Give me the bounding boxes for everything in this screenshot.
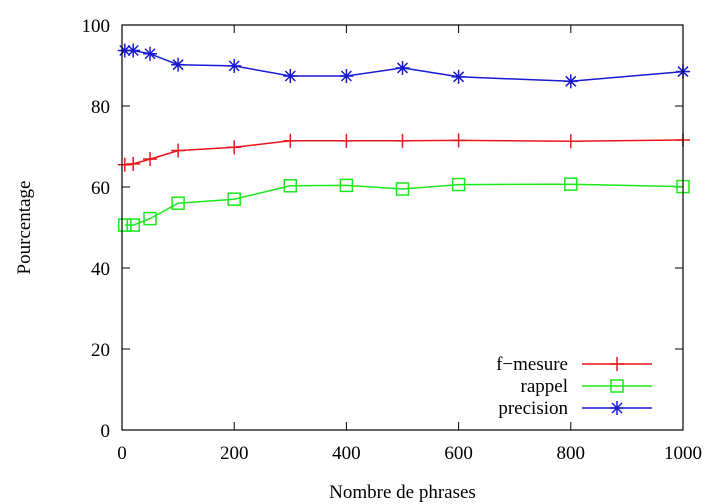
y-tick-label: 0 xyxy=(101,421,111,442)
data-point xyxy=(563,74,578,89)
data-point xyxy=(451,177,466,192)
data-point xyxy=(171,57,186,72)
x-tick-label: 0 xyxy=(117,443,127,464)
data-point xyxy=(126,218,140,232)
legend-entry: rappel xyxy=(521,376,652,397)
legend-marker xyxy=(610,357,624,371)
data-point xyxy=(563,134,578,149)
data-point xyxy=(283,133,298,148)
y-tick-label: 80 xyxy=(91,97,110,118)
data-point xyxy=(227,140,242,155)
legend-marker xyxy=(610,401,624,415)
plot-frame xyxy=(121,24,684,431)
data-point xyxy=(227,192,241,206)
data-point xyxy=(227,58,242,73)
series-plus xyxy=(117,133,690,172)
data-point xyxy=(143,46,158,61)
series-line xyxy=(124,183,684,226)
data-point xyxy=(451,133,466,148)
y-tick-label: 40 xyxy=(91,259,110,280)
y-tick-label: 100 xyxy=(82,16,111,37)
legend-label: rappel xyxy=(521,376,568,397)
data-point xyxy=(126,43,141,58)
x-tick-label: 200 xyxy=(220,443,249,464)
legend-entry: f−mesure xyxy=(496,354,652,375)
data-point xyxy=(339,178,354,193)
y-tick-label: 60 xyxy=(91,178,110,199)
data-point xyxy=(451,69,466,84)
x-tick-label: 400 xyxy=(332,443,361,464)
data-point xyxy=(339,133,354,148)
x-tick-label: 1000 xyxy=(664,443,702,464)
y-tick-label: 20 xyxy=(91,340,110,361)
legend-entry: precision xyxy=(498,398,652,419)
legend-label: f−mesure xyxy=(496,354,568,375)
x-tick-label: 600 xyxy=(444,443,473,464)
data-point xyxy=(283,179,298,193)
series-line xyxy=(124,139,684,166)
data-point xyxy=(171,196,185,210)
axis-ticks xyxy=(121,24,684,431)
data-point xyxy=(395,60,410,75)
data-point xyxy=(395,182,410,196)
data-point xyxy=(339,69,354,84)
data-point xyxy=(143,152,158,167)
data-point xyxy=(564,177,578,191)
series-square xyxy=(118,177,690,232)
x-tick-label: 800 xyxy=(557,443,586,464)
data-point xyxy=(117,157,132,172)
legend-label: precision xyxy=(498,398,568,419)
data-point xyxy=(171,143,186,158)
data-point xyxy=(143,211,157,226)
series-layer xyxy=(117,43,690,232)
x-axis-label: Nombre de phrases xyxy=(329,482,476,503)
data-point xyxy=(283,69,298,84)
series-asterisk xyxy=(117,43,690,89)
data-point xyxy=(395,133,410,148)
data-point xyxy=(126,156,141,171)
legend-marker xyxy=(610,379,624,393)
y-axis-label: Pourcentage xyxy=(14,181,35,275)
data-point xyxy=(118,218,132,232)
